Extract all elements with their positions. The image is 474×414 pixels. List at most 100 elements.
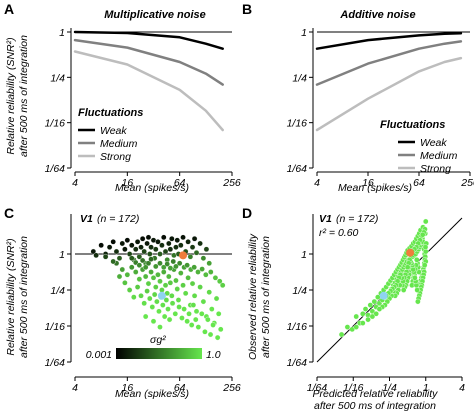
data-point [134,238,141,245]
panel-d-axes: 1/64 1/16 1/4 1 4 1 1/4 1/16 1/64 [287,214,465,394]
panel-c-points [90,234,226,341]
n-label: (n = 172) [336,213,378,225]
data-point [353,324,360,330]
y-tick-label: 1/16 [287,118,308,130]
colorbar-min-label: 0.001 [86,349,112,361]
data-point [176,304,182,310]
data-point [174,286,181,292]
x-tick-label: 16 [121,382,133,394]
panel-b-axes: 4 16 64 256 1 1/4 1/16 1/64 [287,27,474,189]
data-point [149,304,156,310]
data-point [191,235,198,242]
data-point [136,262,143,268]
data-point [419,231,426,238]
panel-d-annotation: V1 (n = 172) r² = 0.60 [319,213,378,239]
data-point [188,322,195,328]
data-point [161,313,168,320]
data-point [422,244,429,250]
x-tick-label: 256 [222,177,241,189]
data-point [206,260,213,267]
panel-d-points [338,218,430,338]
y-tick-label: 1/16 [45,118,66,130]
data-point [146,251,153,257]
data-point [217,326,224,333]
data-point [160,269,167,275]
data-point [210,322,216,328]
y-tick-label: 1/64 [45,357,66,369]
data-point [152,246,159,253]
legend-label-strong: Strong [100,151,131,163]
panel-d-xlabel-line1: Predicted relative reliability [313,388,439,400]
panel-d-ylabel-line2: after 500 ms of integration [260,236,272,358]
data-point [197,284,203,290]
panel-a-series-medium [73,38,224,86]
data-point [195,324,202,330]
data-point [205,316,211,323]
data-point [367,302,374,308]
data-point [216,278,223,285]
data-point [136,276,143,282]
data-point [170,258,177,265]
area-label: V1 [80,213,93,225]
data-point [400,287,407,293]
y-tick-label: 1/16 [45,321,66,333]
data-point [212,274,219,281]
x-tick-label: 16 [362,177,374,189]
data-point [422,218,429,225]
data-point [185,238,191,245]
data-point [202,328,208,335]
data-point [145,234,152,241]
x-tick-label: 4 [314,177,320,189]
data-point [148,244,154,250]
data-point [144,240,150,247]
data-point [145,280,152,287]
data-point [185,274,191,281]
panel-letter-b: B [242,1,252,17]
data-point [214,334,221,341]
panel-letter-c: C [4,205,14,221]
data-point [195,269,201,275]
y-tick-label: 1 [59,249,65,261]
data-point [213,295,220,302]
data-point [359,320,366,326]
area-label: V1 [319,213,332,225]
data-point [162,282,169,289]
data-point [192,316,199,323]
r2-label: r² = 0.60 [319,227,359,239]
data-point [184,318,190,325]
data-point [159,242,165,249]
panel-c-xlabel: Mean (spikes/s) [115,388,189,400]
data-point [145,260,152,267]
data-point [193,249,200,256]
data-point [150,274,157,281]
plot-layer: 4166425611/41/161/644166425611/41/161/64… [45,27,474,394]
y-tick-label: 1/4 [50,72,65,84]
data-point [146,295,153,302]
data-point [376,306,383,312]
data-point [199,266,205,272]
x-tick-label: 64 [174,177,186,189]
data-point [169,292,175,299]
data-point [136,253,143,260]
data-point [154,298,160,305]
data-point [166,240,172,247]
data-point [180,282,186,289]
data-point [338,331,345,338]
colorbar-max-label: 1.0 [206,349,221,361]
y-tick-label: 1/4 [292,285,307,297]
x-tick-label: 64 [413,177,425,189]
panel-a-series-weak [73,30,224,50]
data-point [106,244,113,250]
panel-c-annotation: V1 (n = 172) [80,213,139,225]
panel-d-xlabel-line2: after 500 ms of integration [314,400,436,412]
data-point [157,324,163,330]
data-point [173,244,179,250]
panel-d-ylabel-line1: Observed relative reliability [247,233,259,360]
panel-b-xlabel: Mean (spikes/s) [338,182,412,194]
data-point [180,234,186,241]
data-point [174,237,181,244]
data-point [126,287,133,293]
data-point [175,297,182,303]
y-tick-label: 1 [59,27,65,39]
